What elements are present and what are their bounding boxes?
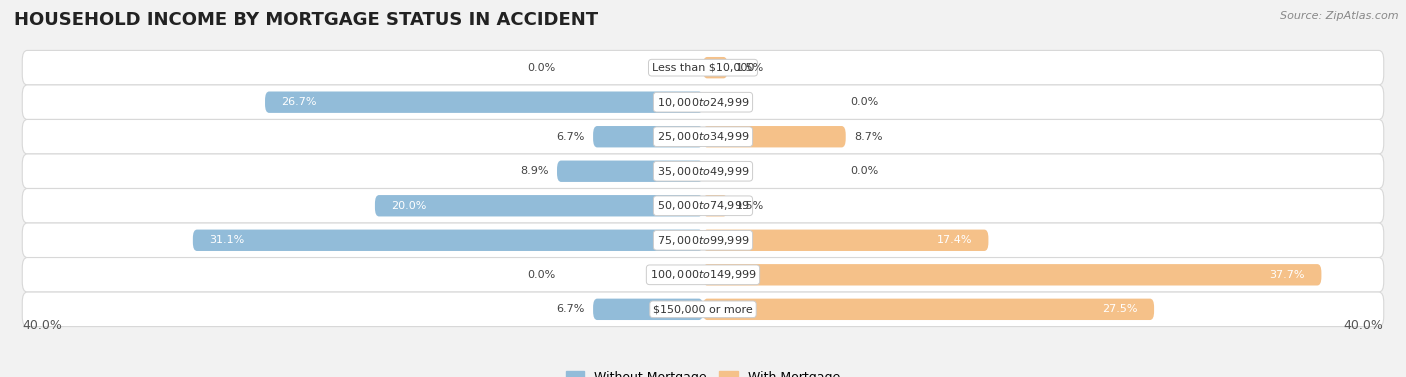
Text: 27.5%: 27.5% <box>1102 304 1137 314</box>
FancyBboxPatch shape <box>266 92 703 113</box>
FancyBboxPatch shape <box>593 126 703 147</box>
Text: 0.0%: 0.0% <box>527 63 555 73</box>
FancyBboxPatch shape <box>22 154 1384 188</box>
FancyBboxPatch shape <box>703 264 1322 285</box>
Text: 26.7%: 26.7% <box>281 97 316 107</box>
FancyBboxPatch shape <box>703 126 846 147</box>
FancyBboxPatch shape <box>22 188 1384 223</box>
Text: 1.5%: 1.5% <box>735 63 763 73</box>
FancyBboxPatch shape <box>703 230 988 251</box>
FancyBboxPatch shape <box>375 195 703 216</box>
FancyBboxPatch shape <box>22 292 1384 326</box>
Text: $35,000 to $49,999: $35,000 to $49,999 <box>657 165 749 178</box>
Text: 40.0%: 40.0% <box>1344 319 1384 332</box>
Text: 40.0%: 40.0% <box>22 319 62 332</box>
Text: 37.7%: 37.7% <box>1270 270 1305 280</box>
FancyBboxPatch shape <box>703 299 1154 320</box>
FancyBboxPatch shape <box>557 161 703 182</box>
Legend: Without Mortgage, With Mortgage: Without Mortgage, With Mortgage <box>561 366 845 377</box>
Text: 1.5%: 1.5% <box>735 201 763 211</box>
Text: $100,000 to $149,999: $100,000 to $149,999 <box>650 268 756 281</box>
Text: 0.0%: 0.0% <box>851 97 879 107</box>
Text: $150,000 or more: $150,000 or more <box>654 304 752 314</box>
FancyBboxPatch shape <box>593 299 703 320</box>
Text: 6.7%: 6.7% <box>557 132 585 142</box>
Text: 6.7%: 6.7% <box>557 304 585 314</box>
Text: 17.4%: 17.4% <box>936 235 972 245</box>
Text: $25,000 to $34,999: $25,000 to $34,999 <box>657 130 749 143</box>
FancyBboxPatch shape <box>22 223 1384 257</box>
Text: 31.1%: 31.1% <box>209 235 245 245</box>
FancyBboxPatch shape <box>703 195 728 216</box>
FancyBboxPatch shape <box>22 85 1384 120</box>
Text: 8.9%: 8.9% <box>520 166 548 176</box>
FancyBboxPatch shape <box>22 51 1384 85</box>
FancyBboxPatch shape <box>22 120 1384 154</box>
Text: Source: ZipAtlas.com: Source: ZipAtlas.com <box>1281 11 1399 21</box>
Text: 0.0%: 0.0% <box>851 166 879 176</box>
Text: 8.7%: 8.7% <box>853 132 883 142</box>
Text: $50,000 to $74,999: $50,000 to $74,999 <box>657 199 749 212</box>
FancyBboxPatch shape <box>193 230 703 251</box>
Text: HOUSEHOLD INCOME BY MORTGAGE STATUS IN ACCIDENT: HOUSEHOLD INCOME BY MORTGAGE STATUS IN A… <box>14 11 598 29</box>
Text: 20.0%: 20.0% <box>391 201 426 211</box>
Text: Less than $10,000: Less than $10,000 <box>652 63 754 73</box>
FancyBboxPatch shape <box>22 257 1384 292</box>
Text: 0.0%: 0.0% <box>527 270 555 280</box>
FancyBboxPatch shape <box>703 57 728 78</box>
Text: $75,000 to $99,999: $75,000 to $99,999 <box>657 234 749 247</box>
Text: $10,000 to $24,999: $10,000 to $24,999 <box>657 96 749 109</box>
